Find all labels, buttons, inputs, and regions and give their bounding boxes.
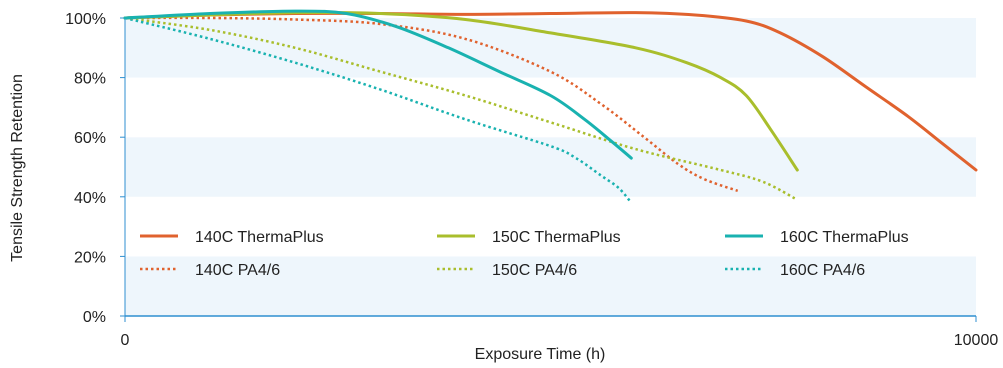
series-lines xyxy=(123,9,978,204)
legend-label: 150C ThermaPlus xyxy=(492,229,621,246)
y-axis: 0% 20% 40% 60% 80% 100% xyxy=(65,11,126,326)
x-tick-label: 10000 xyxy=(954,332,999,349)
legend-label: 160C ThermaPlus xyxy=(780,229,909,246)
legend: 140C ThermaPlus 150C ThermaPlus 160C Therm… xyxy=(140,229,909,279)
y-tick-label: 60% xyxy=(74,130,106,147)
y-tick-label: 100% xyxy=(65,11,106,28)
series-line-150c-thermaplus xyxy=(123,10,799,172)
series-line-160c-pa4-6 xyxy=(124,16,633,204)
band xyxy=(125,18,976,78)
series-line-150c-pa4-6 xyxy=(124,16,798,201)
y-tick-label: 40% xyxy=(74,190,106,207)
y-tick-label: 0% xyxy=(83,309,106,326)
band xyxy=(125,256,976,316)
legend-label: 160C PA4/6 xyxy=(780,262,865,279)
band xyxy=(125,77,976,138)
series-line-160c-thermaplus xyxy=(123,9,633,160)
legend-label: 150C PA4/6 xyxy=(492,262,577,279)
y-tick-label: 20% xyxy=(74,249,106,266)
y-tick-label: 80% xyxy=(74,71,106,88)
x-axis-label: Exposure Time (h) xyxy=(475,346,606,363)
band xyxy=(125,196,976,257)
legend-label: 140C ThermaPlus xyxy=(195,229,324,246)
y-axis-label: Tensile Strength Retention xyxy=(9,74,26,262)
legend-label: 140C PA4/6 xyxy=(195,262,280,279)
series-line-140c-pa4-6 xyxy=(124,16,739,192)
background-bands xyxy=(125,18,976,316)
band xyxy=(125,137,976,197)
x-tick-label: 0 xyxy=(121,332,130,349)
x-axis: 0 10000 xyxy=(121,315,999,349)
